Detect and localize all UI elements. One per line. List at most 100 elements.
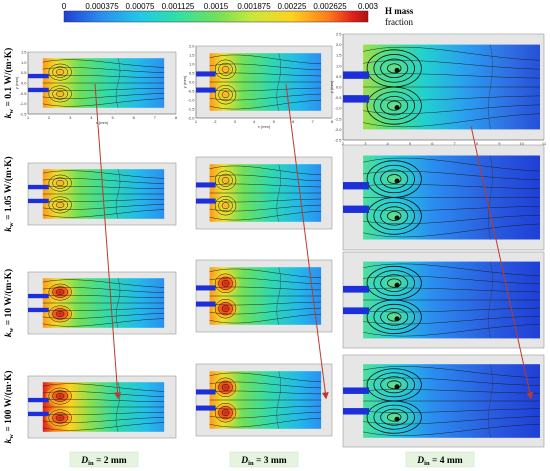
y-tick-label: 1.0 xyxy=(21,60,27,65)
vortex-streamline xyxy=(366,400,422,434)
recirculation-zone xyxy=(44,61,76,83)
contour-panel xyxy=(27,375,177,439)
column-label-box xyxy=(69,451,139,468)
column-label: Din = 3 mm xyxy=(240,456,286,467)
x-tick-label: 6 xyxy=(292,119,295,124)
colorbar-tick-label: 0.003 xyxy=(358,2,379,11)
vortex-streamline xyxy=(214,402,237,423)
inlet-jet xyxy=(196,182,216,188)
flame-front-contour xyxy=(115,58,121,108)
vortex-streamline xyxy=(48,305,72,323)
trend-arrow-col1 xyxy=(94,83,122,400)
vortex-streamline xyxy=(214,273,237,294)
vortex-streamline xyxy=(56,310,65,317)
streamline xyxy=(363,275,540,285)
vortex-streamline xyxy=(366,299,422,335)
inlet-jet xyxy=(28,411,49,417)
recirculation-zone xyxy=(44,83,76,105)
vortex-streamline xyxy=(387,63,402,74)
streamline xyxy=(363,157,540,172)
y-tick-label: 2.5 xyxy=(336,32,342,37)
streamline xyxy=(42,399,165,403)
recirculation-zone xyxy=(44,303,76,325)
y-tick-label: -0.5 xyxy=(335,95,343,100)
vortex-streamline xyxy=(48,409,72,427)
vortex-streamline xyxy=(387,412,402,422)
vortex-streamline xyxy=(373,372,416,398)
vortex-streamline xyxy=(48,196,72,214)
flame-front-contour xyxy=(488,44,493,130)
streamline xyxy=(209,268,322,279)
streamline xyxy=(209,99,322,110)
vortex-core xyxy=(394,416,400,422)
row-label-subscript: w xyxy=(8,327,15,332)
x-tick-label: 8 xyxy=(476,141,479,146)
streamline xyxy=(42,318,165,327)
x-tick-label: 7 xyxy=(311,119,314,124)
inlet-jet xyxy=(343,408,370,415)
vortex-streamline xyxy=(380,308,409,326)
vortex-streamline xyxy=(380,376,409,394)
streamline xyxy=(363,263,540,277)
inlet-jet xyxy=(196,389,216,395)
vortex-streamline xyxy=(48,387,72,405)
x-tick-label: 10 xyxy=(519,141,524,146)
contour-panel: 1 2 3 4 5 6 7 8 1.5 1.0 0.5 0.0 -0.5 -1.0 -1.5 x (mm) y … xyxy=(14,50,178,126)
inlet-jet xyxy=(28,397,49,403)
row-label-subscript: w xyxy=(8,109,15,114)
vortex-streamline xyxy=(214,59,237,80)
x-tick-label: 7 xyxy=(154,115,157,120)
vortex-streamline xyxy=(221,176,230,184)
vortex-core xyxy=(394,215,400,221)
vortex-streamline xyxy=(387,174,402,185)
x-tick-label: 3 xyxy=(364,141,367,146)
streamline xyxy=(42,170,165,179)
inlet-jet xyxy=(343,387,370,394)
recirculation-zone xyxy=(211,57,241,82)
flame-front-trend-arrows xyxy=(94,83,534,400)
recirculation-zone xyxy=(44,281,76,303)
colorbar-tick-label: 0.002625 xyxy=(313,2,347,11)
vortex-streamline xyxy=(218,88,233,102)
row-label-symbol: k xyxy=(4,332,14,337)
streamline xyxy=(363,223,540,238)
panel-axes: 1 2 3 4 5 6 7 8 2.0 1.5 1.0 0.5 0.0 -0.5 -1.0 -1.5 -2.0 x… xyxy=(182,44,334,130)
inlet-jet xyxy=(196,87,216,93)
vortex-streamline xyxy=(380,274,409,292)
column-label: Din = 4 mm xyxy=(416,456,462,467)
colorbar-legend-line1: H mass xyxy=(385,6,414,16)
vortex-streamline xyxy=(221,279,230,287)
recirculation-zone xyxy=(44,172,76,194)
column-label-box xyxy=(405,451,475,468)
streamline xyxy=(42,198,165,202)
panel-axes: 2 3 4 5 6 7 8 9 10 11 2.5 2.0 1.5 1.0 0.5 0.0 -0.5 -1.0 -1… xyxy=(329,32,547,152)
colorbar: 0 0.000375 0.00075 0.001125 0.0015 0.001875 0.… xyxy=(62,2,414,27)
contour-panel: 2 3 4 5 6 7 8 9 10 11 2.5 2.0 1.5 1.0 0.5 0.0 -0.5 -1.0 -1… xyxy=(329,32,547,152)
streamline xyxy=(363,104,540,114)
inlet-jet xyxy=(196,285,216,291)
vortex-streamline xyxy=(380,169,409,189)
inlet-jet xyxy=(28,293,49,299)
recirculation-zone xyxy=(44,194,76,216)
streamline xyxy=(42,87,165,91)
contour-panel xyxy=(342,251,545,349)
streamline xyxy=(363,389,540,394)
x-tick-label: 2 xyxy=(342,141,345,146)
y-tick-label: 0.5 xyxy=(21,70,27,75)
vortex-streamline xyxy=(387,380,402,390)
y-tick-label: 1.5 xyxy=(336,53,342,58)
vortex-streamline xyxy=(56,393,65,400)
streamline xyxy=(209,54,322,65)
streamline xyxy=(363,73,540,79)
vortex-streamline xyxy=(214,298,237,319)
y-tick-label: -1.5 xyxy=(188,107,196,112)
x-tick-label: 5 xyxy=(409,141,412,146)
streamline xyxy=(363,206,540,211)
y-tick-label: 1.0 xyxy=(189,62,195,67)
vortex-streamline xyxy=(52,199,68,211)
vortex-streamline xyxy=(56,180,65,187)
streamline xyxy=(363,287,540,293)
colorbar-tick-label: 0.00225 xyxy=(278,2,307,11)
vortex-streamline xyxy=(373,54,416,83)
trend-arrow-col2 xyxy=(285,83,329,400)
